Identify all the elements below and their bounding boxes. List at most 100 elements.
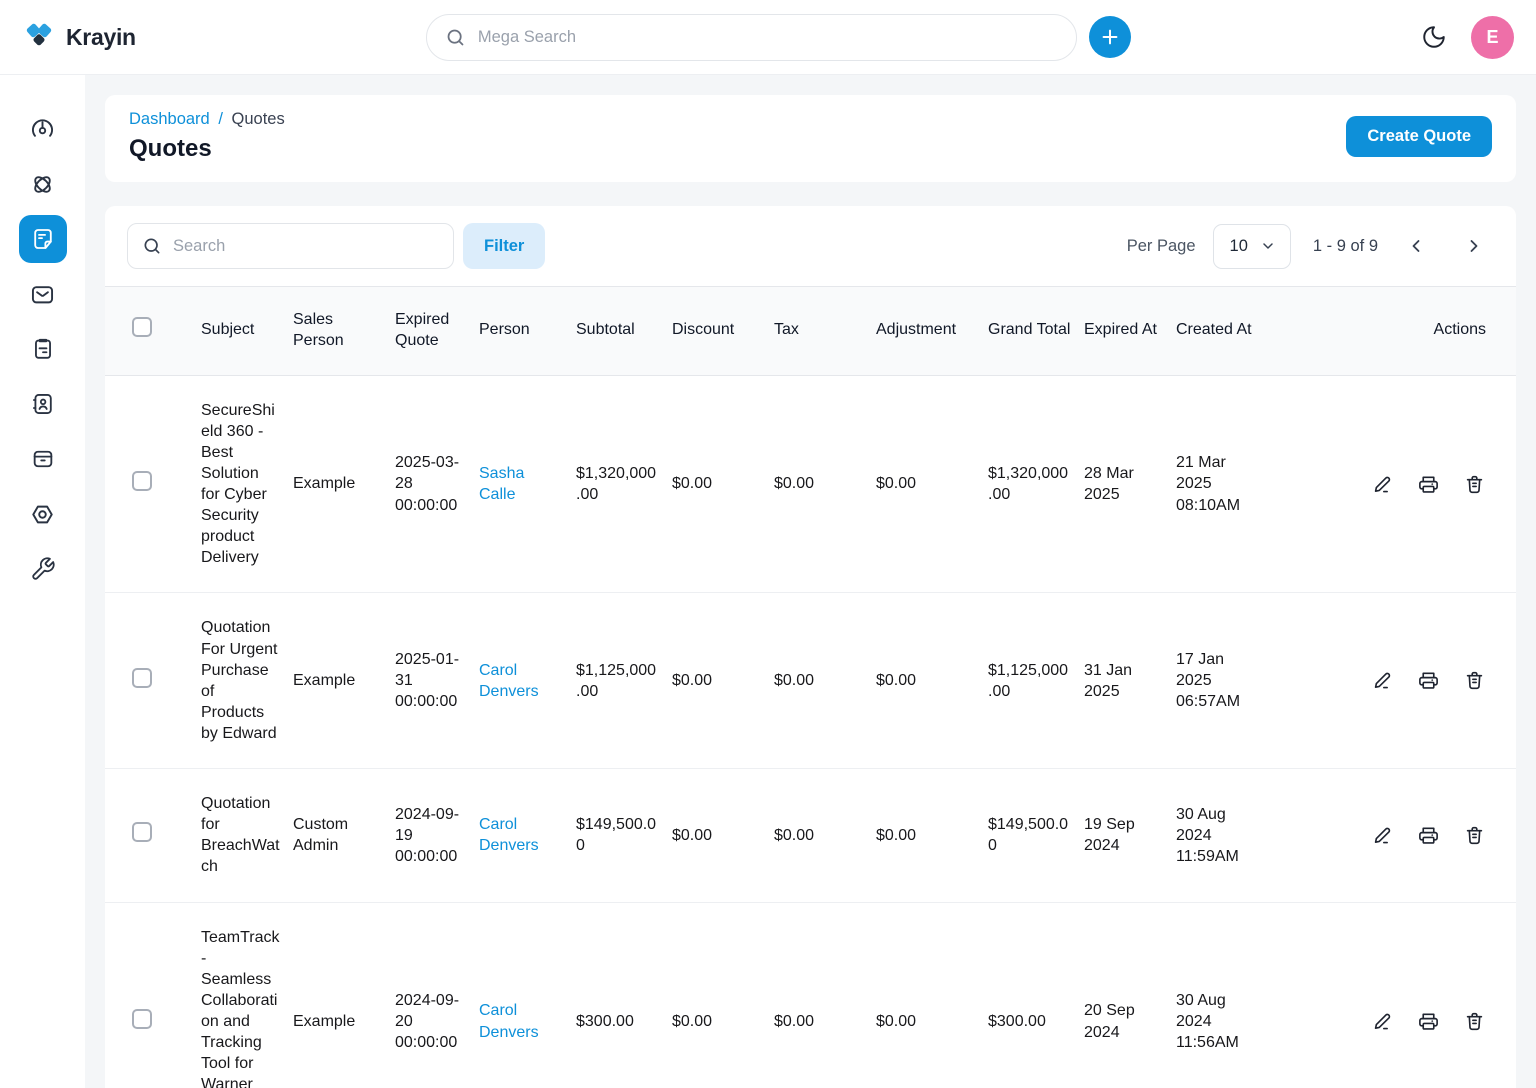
sidebar-item-leads[interactable] [19, 160, 67, 208]
sidebar-item-configuration[interactable] [19, 545, 67, 593]
col-person: Person [479, 321, 530, 339]
delete-button[interactable] [1463, 669, 1486, 692]
sidebar-item-activities[interactable] [19, 325, 67, 373]
cell-expired-at: 20 Sep 2024 [1084, 1002, 1135, 1041]
mega-search [425, 13, 1077, 61]
user-avatar[interactable]: E [1470, 15, 1514, 59]
cell-discount: $0.00 [672, 826, 713, 844]
table-row: Quotation for BreachWatch Custom Admin 2… [105, 769, 1516, 903]
table-row: TeamTrack - Seamless Collaboration and T… [105, 903, 1516, 1088]
sidebar-item-dashboard[interactable] [19, 105, 67, 153]
sidebar-item-contacts[interactable] [19, 380, 67, 428]
trash-icon [1463, 669, 1486, 692]
cell-subject: Quotation For Urgent Purchase of Product… [201, 619, 278, 743]
cell-expired-quote: 2024-09-20 00:00:00 [395, 991, 460, 1052]
cell-person-link[interactable]: Carol Denvers [479, 816, 539, 855]
delete-button[interactable] [1463, 824, 1486, 847]
create-quote-button[interactable]: Create Quote [1346, 116, 1492, 157]
archive-box-icon [30, 446, 56, 472]
select-all-cell [129, 317, 189, 344]
breadcrumb-separator: / [218, 110, 223, 128]
next-page-button[interactable] [1460, 232, 1488, 260]
dark-mode-toggle[interactable] [1421, 24, 1447, 50]
avatar-initial: E [1486, 26, 1499, 47]
edit-button[interactable] [1371, 1010, 1394, 1033]
cell-grand-total: $1,320,000.00 [988, 464, 1069, 504]
chevron-down-icon [1260, 238, 1276, 254]
per-page-label: Per Page [1126, 236, 1196, 255]
cell-sales-person: Example [293, 475, 356, 493]
prev-page-button[interactable] [1402, 232, 1430, 260]
topbar-right: E [1421, 15, 1514, 59]
cell-grand-total: $149,500.00 [988, 816, 1069, 855]
print-button[interactable] [1417, 669, 1440, 692]
col-created-at: Created At [1176, 321, 1252, 339]
sidebar-item-settings[interactable] [19, 490, 67, 538]
cell-sales-person: Custom Admin [293, 816, 349, 855]
trash-icon [1463, 824, 1486, 847]
cell-subtotal: $1,320,000.00 [576, 464, 657, 504]
col-subject: Subject [201, 321, 255, 339]
col-grand-total: Grand Total [988, 321, 1071, 339]
edit-button[interactable] [1371, 824, 1394, 847]
edit-pencil-icon [1371, 473, 1394, 496]
breadcrumb-dashboard-link[interactable]: Dashboard [129, 110, 210, 128]
gauge-icon [29, 116, 56, 143]
edit-button[interactable] [1371, 669, 1394, 692]
cell-expired-at: 31 Jan 2025 [1084, 661, 1133, 700]
sidebar [0, 75, 85, 1088]
printer-icon [1417, 669, 1440, 692]
row-checkbox[interactable] [132, 470, 152, 491]
nut-icon [29, 501, 56, 528]
brand-logo[interactable]: Krayin [22, 22, 136, 52]
cell-created-at: 21 Mar 2025 08:10AM [1176, 454, 1241, 514]
cell-actions [1272, 473, 1486, 496]
cell-created-at: 30 Aug 2024 11:59AM [1176, 805, 1239, 865]
cell-subtotal: $300.00 [576, 1013, 634, 1030]
edit-pencil-icon [1371, 1010, 1394, 1033]
envelope-icon [29, 281, 56, 308]
select-all-checkbox[interactable] [132, 317, 152, 338]
print-button[interactable] [1417, 1010, 1440, 1033]
sidebar-item-mail[interactable] [19, 270, 67, 318]
printer-icon [1417, 824, 1440, 847]
row-checkbox-cell [129, 1008, 189, 1035]
cell-tax: $0.00 [774, 1013, 815, 1030]
sidebar-item-quotes[interactable] [18, 215, 67, 263]
cell-person-link[interactable]: Sasha Calle [479, 464, 525, 504]
delete-button[interactable] [1463, 473, 1486, 496]
col-actions: Actions [1433, 321, 1486, 339]
cell-expired-quote: 2024-09-19 00:00:00 [395, 805, 460, 865]
topbar: Krayin E [0, 0, 1536, 75]
print-button[interactable] [1417, 473, 1440, 496]
col-tax: Tax [774, 321, 799, 339]
mega-search-input[interactable] [477, 27, 1058, 47]
datagrid-toolbar: Filter Per Page 10 1 - 9 of 9 [105, 206, 1516, 286]
trash-icon [1463, 1010, 1486, 1033]
clipboard-icon [30, 336, 56, 362]
cell-grand-total: $300.00 [988, 1013, 1046, 1030]
row-checkbox[interactable] [132, 822, 152, 843]
cell-discount: $0.00 [672, 475, 713, 493]
delete-button[interactable] [1463, 1010, 1486, 1033]
sidebar-item-products[interactable] [19, 435, 67, 483]
cell-subject: Quotation for BreachWatch [201, 795, 280, 876]
breadcrumb: Dashboard / Quotes [129, 110, 285, 129]
table-row: Quotation For Urgent Purchase of Product… [105, 593, 1516, 770]
per-page-select[interactable]: 10 [1212, 223, 1291, 269]
row-checkbox-cell [129, 470, 189, 497]
col-adjustment: Adjustment [876, 321, 957, 339]
cell-person-link[interactable]: Carol Denvers [479, 661, 539, 700]
row-checkbox[interactable] [132, 1008, 152, 1029]
cell-person-link[interactable]: Carol Denvers [479, 1002, 539, 1041]
quick-create-button[interactable] [1088, 16, 1131, 58]
filter-button[interactable]: Filter [463, 223, 546, 269]
col-discount: Discount [672, 321, 735, 339]
edit-button[interactable] [1371, 473, 1394, 496]
row-checkbox-cell [129, 822, 189, 848]
col-sales-person: Sales Person [293, 311, 344, 349]
print-button[interactable] [1417, 824, 1440, 847]
page-header-card: Dashboard / Quotes Quotes Create Quote [105, 95, 1516, 182]
row-checkbox[interactable] [132, 667, 152, 688]
grid-search-input[interactable] [173, 236, 439, 256]
